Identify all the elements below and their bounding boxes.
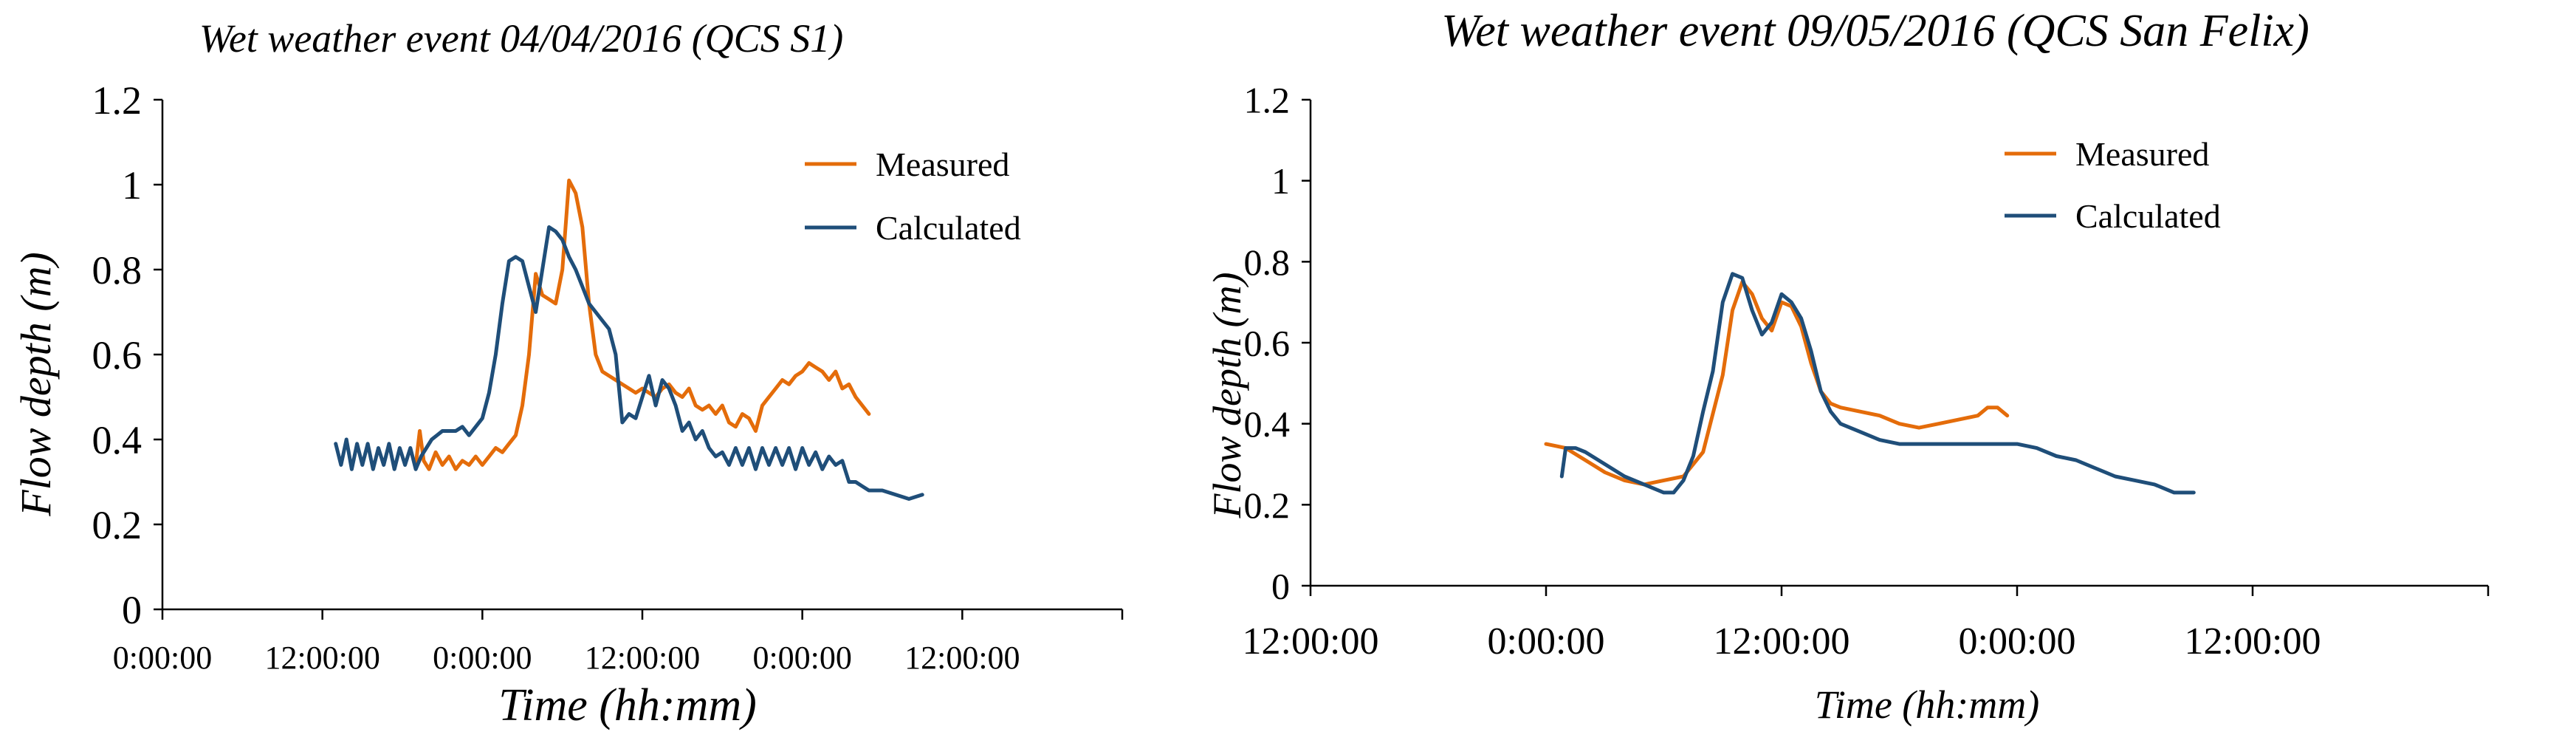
x-tick-label: 0:00:00	[1959, 620, 2076, 663]
y-axis-label: Flow depth (m)	[1205, 273, 1249, 519]
x-tick-label: 0:00:00	[433, 640, 532, 676]
legend-label-measured: Measured	[2075, 135, 2209, 173]
series-line-measured	[1544, 280, 2010, 487]
x-tick-label: 12:00:00	[264, 640, 379, 676]
x-tick-label: 12:00:00	[2185, 620, 2321, 663]
plot-area: 0 0.2 0.4 0.6 0.8 1 1.2 12:00:00 0:00:00 12:00:00…	[1243, 80, 2490, 663]
y-tick-label: 0.8	[92, 248, 142, 292]
chart-qcs-s1: Wet weather event 04/04/2016 (QCS S1) Fl…	[12, 16, 1124, 730]
y-tick-label: 0.4	[1244, 403, 1291, 445]
x-tick-label: 0:00:00	[113, 640, 212, 676]
y-tick-label: 1.2	[1244, 80, 1291, 121]
legend-label-calculated: Calculated	[2075, 197, 2221, 235]
chart-title: Wet weather event 04/04/2016 (QCS S1)	[199, 16, 843, 61]
y-tick-label: 1	[122, 163, 142, 208]
series-line-measured	[413, 178, 871, 471]
legend-label-calculated: Calculated	[876, 209, 1021, 247]
x-axis-label: Time (hh:mm)	[498, 680, 757, 730]
x-tick-label: 0:00:00	[1488, 620, 1605, 663]
y-tick-label: 0.8	[1244, 242, 1291, 283]
x-tick-label: 12:00:00	[585, 640, 700, 676]
y-tick-label: 1	[1271, 160, 1290, 202]
chart-title: Wet weather event 09/05/2016 (QCS San Fe…	[1441, 6, 2309, 56]
x-axis-label: Time (hh:mm)	[1815, 682, 2039, 727]
y-tick-label: 0.4	[92, 418, 142, 462]
x-tick-label: 12:00:00	[1714, 620, 1850, 663]
legend-label-measured: Measured	[876, 146, 1009, 183]
x-tick-label: 0:00:00	[752, 640, 851, 676]
x-tick-label: 12:00:00	[904, 640, 1020, 676]
x-tick-label: 12:00:00	[1243, 620, 1379, 663]
y-tick-label: 1.2	[92, 78, 142, 123]
y-axis-label: Flow depth (m)	[12, 252, 60, 517]
y-tick-label: 0.6	[1244, 323, 1291, 364]
y-tick-label: 0	[122, 588, 142, 632]
series-line-calculated	[1559, 272, 2196, 495]
y-tick-label: 0.2	[92, 503, 142, 547]
series-line-calculated	[334, 225, 924, 501]
y-tick-label: 0.6	[92, 333, 142, 377]
y-tick-label: 0	[1271, 566, 1290, 607]
chart-qcs-san-felix: Wet weather event 09/05/2016 (QCS San Fe…	[1205, 6, 2490, 727]
y-tick-label: 0.2	[1244, 485, 1291, 526]
plot-area: 0 0.2 0.4 0.6 0.8 1 1.2 0:00:00 12:00:00 0:00:00 1…	[92, 78, 1124, 676]
